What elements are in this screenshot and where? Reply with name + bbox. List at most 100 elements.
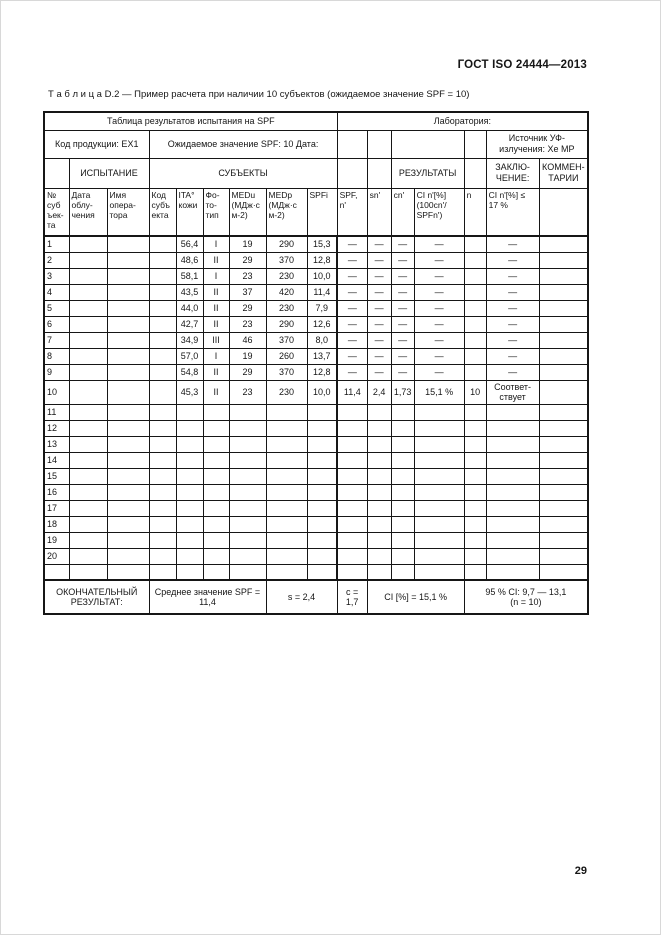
data-cell [336, 435, 368, 453]
data-cell [175, 547, 204, 565]
data-cell [463, 403, 487, 421]
data-cell [306, 499, 338, 517]
data-cell [68, 403, 108, 421]
col-header-operator-name: Имя опера- тора [106, 187, 150, 237]
data-cell: 23 [228, 315, 267, 333]
subject-row: 3 58,1 I 23 230 10,0— — — — — [43, 267, 589, 285]
data-cell [175, 403, 204, 421]
data-cell [202, 547, 230, 565]
data-cell: 230 [265, 299, 308, 317]
data-cell [306, 467, 338, 485]
data-cell [485, 499, 540, 517]
data-cell [228, 419, 267, 437]
data-cell [68, 235, 108, 253]
data-cell [485, 563, 540, 581]
data-cell: 370 [265, 363, 308, 381]
data-cell [148, 347, 177, 365]
data-cell [413, 403, 465, 421]
data-cell: — [366, 363, 392, 381]
data-cell: — [336, 235, 368, 253]
data-cell [538, 515, 589, 533]
data-cell: II [202, 363, 230, 381]
data-cell: 58,1 [175, 267, 204, 285]
data-cell [68, 467, 108, 485]
data-cell: 11,4 [306, 283, 338, 301]
data-cell: 43,5 [175, 283, 204, 301]
data-cell [106, 483, 150, 501]
data-cell: 13,7 [306, 347, 338, 365]
data-cell: — [485, 331, 540, 349]
data-cell [106, 435, 150, 453]
data-cell [463, 563, 487, 581]
data-cell [366, 403, 392, 421]
empty-cell [463, 157, 487, 189]
data-cell [538, 347, 589, 365]
test-section-label: ИСПЫТАНИЕ [68, 157, 150, 189]
data-cell [463, 547, 487, 565]
data-cell: — [390, 363, 415, 381]
data-cell [106, 363, 150, 381]
data-cell [68, 419, 108, 437]
data-cell [366, 467, 392, 485]
data-cell [538, 499, 589, 517]
data-cell: 12,6 [306, 315, 338, 333]
data-cell: 23 [228, 379, 267, 405]
data-cell [175, 499, 204, 517]
data-cell: II [202, 299, 230, 317]
data-cell: I [202, 267, 230, 285]
data-cell: 12,8 [306, 251, 338, 269]
data-cell [390, 499, 415, 517]
data-cell [463, 283, 487, 301]
data-cell: 1,73 [390, 379, 415, 405]
subject-number-cell: 19 [43, 531, 70, 549]
data-cell [68, 251, 108, 269]
data-cell [228, 403, 267, 421]
data-cell [106, 467, 150, 485]
data-cell [463, 531, 487, 549]
data-cell [306, 451, 338, 469]
data-cell: — [366, 315, 392, 333]
data-cell [485, 435, 540, 453]
data-cell: — [485, 251, 540, 269]
data-cell: 10,0 [306, 379, 338, 405]
subject-number-cell: 1 [43, 235, 70, 253]
data-cell [390, 531, 415, 549]
data-cell: 48,6 [175, 251, 204, 269]
data-cell: — [485, 299, 540, 317]
data-cell [366, 547, 392, 565]
subject-number-cell: 16 [43, 483, 70, 501]
data-cell [68, 435, 108, 453]
col-header-cn: cn' [390, 187, 415, 237]
data-cell [366, 499, 392, 517]
data-cell: — [336, 331, 368, 349]
data-cell: — [413, 331, 465, 349]
data-cell [175, 467, 204, 485]
data-cell: — [336, 315, 368, 333]
final-result-cell: Среднее значение SPF = 11,4 [148, 579, 267, 615]
data-cell: — [366, 267, 392, 285]
data-cell [538, 467, 589, 485]
data-cell: 15,3 [306, 235, 338, 253]
subject-row: 4 43,5 II 37 420 11,4— — — — — [43, 283, 589, 301]
data-cell: — [390, 299, 415, 317]
data-cell [538, 379, 589, 405]
data-cell [148, 235, 177, 253]
subject-number-cell: 18 [43, 515, 70, 533]
data-cell: — [336, 363, 368, 381]
data-cell: — [485, 347, 540, 365]
data-cell: 19 [228, 235, 267, 253]
data-cell [202, 419, 230, 437]
data-cell [68, 379, 108, 405]
data-cell: — [366, 347, 392, 365]
data-cell [148, 451, 177, 469]
subject-row: 13 [43, 435, 589, 453]
data-cell: — [366, 251, 392, 269]
data-cell [265, 563, 308, 581]
data-cell [463, 251, 487, 269]
data-cell [202, 499, 230, 517]
data-cell: — [413, 235, 465, 253]
data-cell [390, 403, 415, 421]
data-cell [538, 547, 589, 565]
data-cell [413, 499, 465, 517]
data-cell: — [336, 267, 368, 285]
